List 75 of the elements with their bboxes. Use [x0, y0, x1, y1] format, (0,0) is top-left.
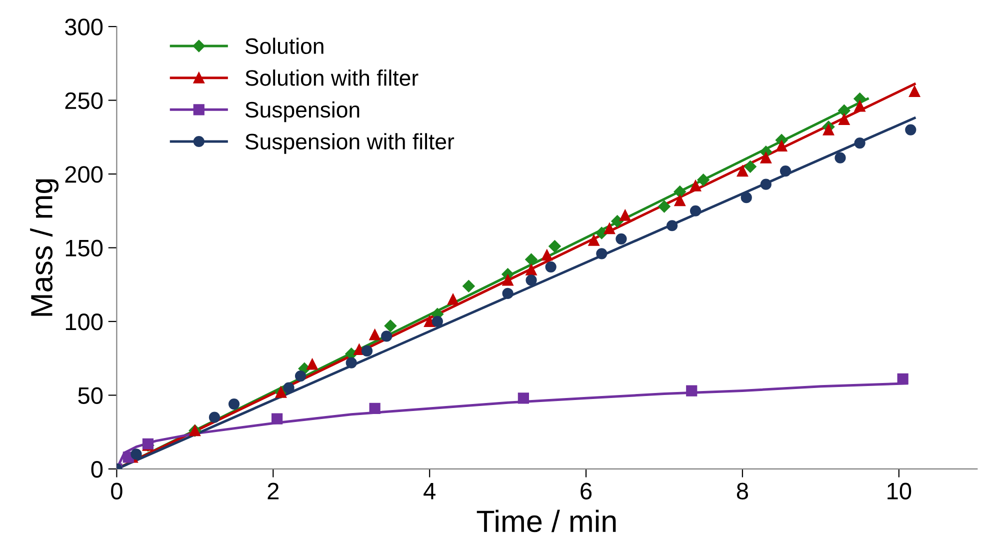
x-tick-label: 8 [736, 482, 748, 500]
point [541, 250, 552, 261]
point [447, 294, 459, 305]
x-tick-label: 4 [424, 483, 436, 500]
point [674, 195, 686, 206]
point [596, 226, 608, 240]
point [346, 357, 357, 368]
point [854, 100, 866, 112]
point [462, 280, 475, 292]
point [545, 261, 556, 272]
point [369, 402, 380, 414]
point [658, 200, 670, 213]
point [294, 370, 306, 382]
point [596, 248, 608, 260]
point [130, 448, 142, 460]
point [776, 140, 788, 152]
point [502, 288, 514, 300]
y-tick-label: 50 [78, 387, 103, 404]
point [588, 234, 600, 246]
y-tick-label: 150 [66, 240, 103, 257]
point [526, 274, 537, 286]
y-tick-label: 200 [65, 166, 103, 183]
point [838, 114, 850, 126]
y-tick-label: 100 [66, 314, 103, 330]
point [690, 205, 702, 216]
point [272, 413, 283, 424]
point [838, 104, 850, 117]
point [744, 160, 756, 173]
point [834, 152, 846, 164]
y-axis-title: Mass / mg [30, 179, 59, 316]
point [381, 330, 392, 342]
x-axis-title: Time / min [476, 510, 616, 532]
point [384, 320, 397, 332]
point [736, 166, 748, 177]
legend-label: Solution [245, 38, 324, 54]
point [909, 86, 920, 97]
point [760, 152, 772, 164]
point [822, 124, 834, 136]
point [611, 215, 624, 228]
point [283, 382, 294, 394]
point [432, 316, 443, 328]
x-tick-label: 10 [888, 482, 912, 500]
point [526, 264, 537, 276]
point [697, 174, 710, 186]
y-tick-label: 0 [91, 461, 103, 478]
y-tick-label: 300 [65, 18, 103, 36]
legend-label: Solution with filter [245, 70, 418, 86]
point [228, 398, 240, 410]
point [666, 220, 678, 232]
point [424, 316, 436, 328]
point [780, 166, 792, 177]
point [854, 137, 866, 149]
point [897, 373, 908, 385]
point [502, 274, 514, 286]
point [686, 385, 698, 396]
point [208, 412, 220, 423]
point [690, 180, 702, 192]
point [518, 392, 530, 404]
point [616, 233, 627, 244]
point [760, 178, 772, 190]
point [620, 210, 631, 221]
point [674, 186, 686, 198]
point [361, 345, 373, 357]
x-tick-label: 6 [580, 482, 592, 500]
point [740, 192, 752, 204]
point [369, 329, 380, 340]
legend-label: Suspension with filter [245, 133, 454, 154]
point [604, 223, 616, 234]
point [548, 240, 561, 252]
legend-label: Suspension [245, 101, 360, 122]
x-tick-label: 0 [111, 482, 122, 500]
x-tick-label: 2 [268, 482, 279, 500]
y-tick-label: 250 [65, 92, 103, 110]
point [306, 358, 318, 370]
point [905, 124, 916, 136]
